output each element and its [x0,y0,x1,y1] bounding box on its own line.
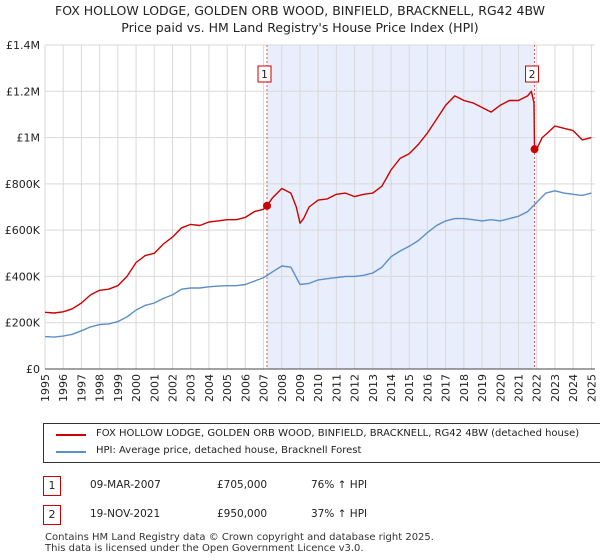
footer-license: This data is licensed under the Open Gov… [45,543,364,554]
sale-badge: 2 [43,505,61,525]
hpi-line [44,190,592,338]
x-tick-label: 2011 [330,374,343,402]
x-tick-label: 2015 [403,374,416,402]
x-tick-label: 2014 [385,374,398,402]
sale-point [530,145,539,154]
x-tick-label: 2006 [239,374,252,402]
x-tick-label: 2005 [221,374,234,402]
y-tick-label: £200K [5,317,41,330]
sale-label-box [257,65,272,83]
x-tick-label: 2010 [312,374,325,402]
legend: FOX HOLLOW LODGE, GOLDEN ORB WOOD, BINFI… [43,423,600,463]
y-tick-label: £600K [5,224,41,237]
x-tick-label: 2020 [494,374,507,402]
sale-badge: 1 [43,476,61,496]
footer-copyright: Contains HM Land Registry data © Crown c… [45,532,434,543]
x-tick-label: 2012 [349,374,362,402]
sale-hpi-change: 37% ↑ HPI [311,508,368,520]
sale-hpi-change: 76% ↑ HPI [311,479,368,491]
x-tick-label: 2017 [440,374,453,402]
x-tick-label: 2019 [476,374,489,402]
legend-label-property: FOX HOLLOW LODGE, GOLDEN ORB WOOD, BINFI… [96,428,580,439]
sale-price: £950,000 [217,508,268,520]
legend-swatch-property [56,434,86,436]
x-tick-label: 2018 [458,374,471,402]
x-tick-label: 2022 [531,374,544,402]
sale-label-box [525,65,540,83]
x-tick-label: 2008 [276,374,289,402]
x-tick-label: 1999 [112,374,125,402]
sale-row-2: 2 19-NOV-2021 £950,000 37% ↑ HPI [0,505,600,525]
x-tick-label: 2025 [585,374,598,402]
sale-date: 19-NOV-2021 [90,508,161,520]
x-tick-label: 2000 [130,374,143,402]
x-tick-label: 2021 [513,374,526,402]
y-tick-label: £1M [17,132,41,145]
x-tick-label: 1997 [75,374,88,402]
chart-title-line2: Price paid vs. HM Land Registry's House … [121,20,479,35]
x-tick-label: 2002 [166,374,179,402]
sale-label-number: 1 [261,69,268,81]
legend-item-property: FOX HOLLOW LODGE, GOLDEN ORB WOOD, BINFI… [44,427,600,443]
x-tick-label: 2001 [148,374,161,402]
y-tick-label: £1.2M [6,85,40,98]
legend-swatch-hpi [56,451,86,453]
x-tick-label: 2009 [294,374,307,402]
legend-label-hpi: HPI: Average price, detached house, Brac… [96,445,362,456]
sale-date: 09-MAR-2007 [90,479,161,491]
legend-item-hpi: HPI: Average price, detached house, Brac… [44,444,600,460]
y-tick-label: £400K [5,270,41,283]
chart-title-line1: FOX HOLLOW LODGE, GOLDEN ORB WOOD, BINFI… [55,3,545,18]
x-tick-label: 1996 [57,374,70,402]
x-tick-label: 2023 [549,374,562,402]
x-tick-label: 2003 [185,374,198,402]
y-tick-label: £1.4M [6,39,40,52]
x-tick-label: 2007 [258,374,271,402]
sale-row-1: 1 09-MAR-2007 £705,000 76% ↑ HPI [0,476,600,496]
x-tick-label: 1998 [94,374,107,402]
x-tick-label: 1995 [39,374,52,402]
sale-price: £705,000 [217,479,268,491]
x-tick-label: 2004 [203,374,216,402]
y-tick-label: £0 [26,363,40,376]
sale-point [263,201,272,210]
ownership-shade [267,45,535,369]
property-price-line [44,90,592,314]
x-tick-label: 2024 [567,374,580,402]
sale-label-number: 2 [529,69,536,81]
price-chart: £0 £200K £400K £600K £800K £1M £1.2M £1.4M 1995 1… [5,39,599,402]
x-tick-label: 2016 [421,374,434,402]
x-tick-label: 2013 [367,374,380,402]
y-tick-label: £800K [5,178,41,191]
